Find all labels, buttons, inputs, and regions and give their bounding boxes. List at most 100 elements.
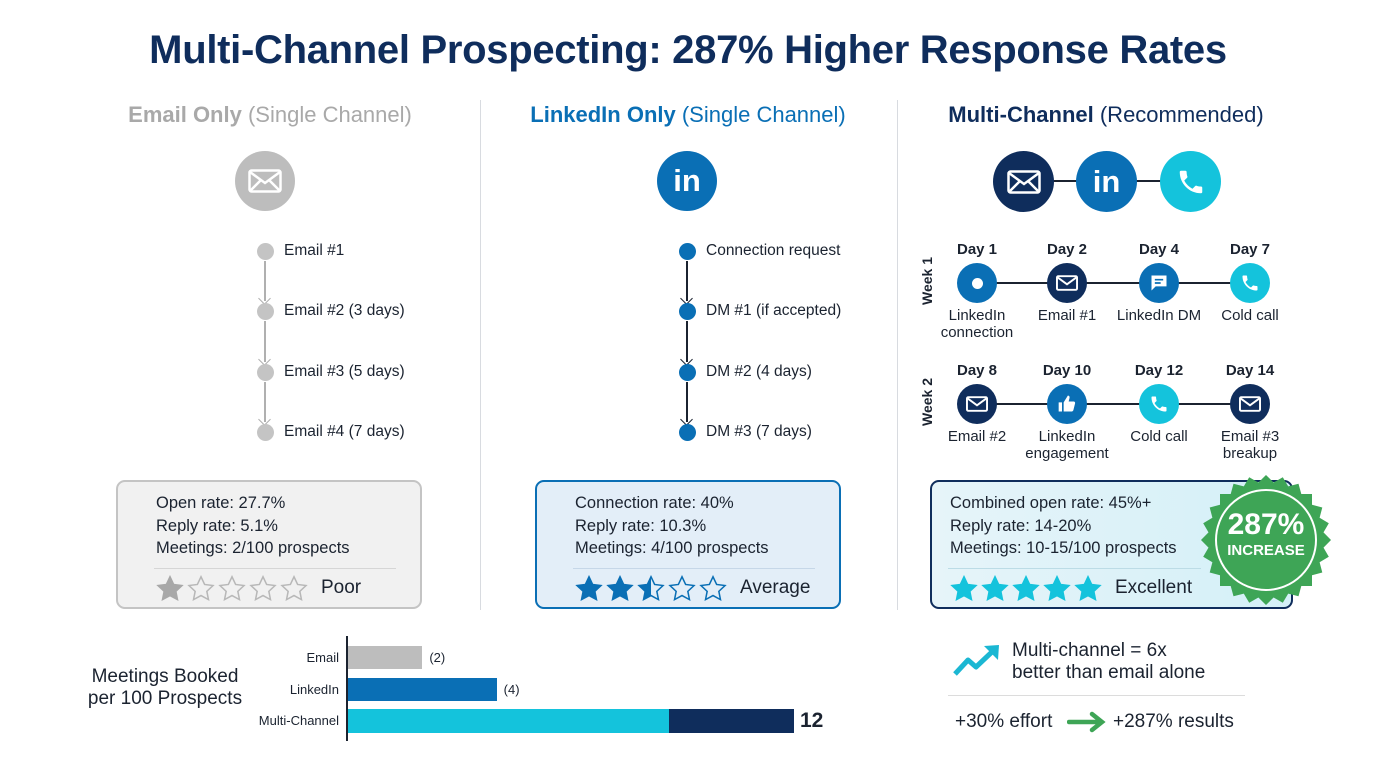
day-label: Day 10	[1042, 362, 1092, 379]
step-dot	[679, 302, 696, 320]
timeline-step-label: Cold call	[1221, 307, 1279, 324]
step-dot	[679, 363, 696, 381]
increase-badge: 287% INCREASE	[1200, 474, 1332, 606]
step-connector	[686, 261, 688, 301]
step-dot	[257, 302, 274, 320]
chart-title-line: Meetings Booked	[91, 666, 239, 687]
step-label: DM #3 (7 days)	[706, 423, 812, 440]
chart-title: Meetings Booked per 100 Prospects	[70, 666, 260, 710]
trend-up-icon	[952, 642, 1002, 683]
star-rating: Average	[575, 574, 839, 603]
star-filled-icon	[156, 574, 184, 601]
stat-line: Meetings: 4/100 prospects	[575, 539, 769, 557]
star-filled-icon	[1043, 574, 1071, 601]
bar	[348, 646, 423, 669]
sequence-step: Email #2 (3 days)	[257, 302, 405, 320]
stat-line: Reply rate: 14-20%	[950, 516, 1092, 535]
day-label: Day 14	[1225, 362, 1275, 379]
stat-line: Open rate: 27.7%	[156, 494, 286, 512]
page-title: Multi-Channel Prospecting: 287% Higher R…	[149, 28, 1227, 72]
timeline-step-label: Cold call	[1130, 428, 1188, 445]
star-filled-icon	[981, 574, 1009, 601]
timeline-step-label: LinkedIn connection	[940, 307, 1014, 341]
star-empty-icon	[699, 574, 727, 601]
star-rating: Excellent	[950, 574, 1291, 603]
phone-icon	[1230, 263, 1270, 303]
star-empty-icon	[218, 574, 246, 601]
dot-icon	[957, 263, 997, 303]
star-filled-icon	[1074, 574, 1102, 601]
linkedin-icon: in	[657, 151, 717, 211]
stat-line: Reply rate: 10.3%	[575, 516, 707, 535]
column-qualifier: (Recommended)	[1099, 102, 1264, 127]
timeline-step-label: LinkedIn DM	[1116, 307, 1202, 324]
star-filled-icon	[1012, 574, 1040, 601]
stat-line: Reply rate: 5.1%	[156, 516, 278, 535]
sequence-step: DM #2 (4 days)	[679, 363, 812, 381]
stat-line: Meetings: 2/100 prospects	[156, 539, 350, 557]
step-label: Email #3 (5 days)	[284, 363, 405, 380]
step-dot	[257, 363, 274, 381]
timeline-line	[977, 403, 1250, 405]
step-dot	[257, 242, 274, 260]
bar-value-label: (4)	[503, 682, 520, 697]
sequence-step: Email #3 (5 days)	[257, 363, 405, 381]
thumbs-up-icon	[1047, 384, 1087, 424]
linkedin-icon: in	[1076, 151, 1137, 212]
step-dot	[679, 242, 696, 260]
summary-text: Multi-channel = 6x better than email alo…	[1012, 640, 1205, 684]
star-half-icon	[637, 574, 665, 601]
linkedin-column-heading: LinkedIn Only (Single Channel)	[498, 102, 878, 128]
step-label: Email #4 (7 days)	[284, 423, 405, 440]
sequence-step: Connection request	[679, 242, 840, 260]
day-label: Day 1	[956, 241, 998, 258]
arrow-right-icon	[1066, 711, 1107, 738]
star-rating: Poor	[156, 574, 420, 603]
star-empty-icon	[187, 574, 215, 601]
multichannel-column-heading: Multi-Channel (Recommended)	[916, 102, 1296, 128]
sequence-step: Email #1	[257, 242, 344, 260]
seal-icon	[1201, 475, 1331, 605]
bar-category-label: LinkedIn	[289, 682, 339, 697]
chart-axis	[346, 636, 348, 741]
timeline-step-label: LinkedIn engagement	[1025, 428, 1109, 462]
bar	[348, 709, 794, 733]
step-connector	[264, 382, 266, 422]
day-label: Day 4	[1138, 241, 1180, 258]
week-label: Week 1	[919, 257, 935, 305]
chat-icon	[1139, 263, 1179, 303]
stat-line: Connection rate: 40%	[575, 494, 734, 512]
step-connector	[686, 382, 688, 422]
column-name: LinkedIn Only	[530, 102, 676, 127]
stat-line: Combined open rate: 45%+	[950, 494, 1152, 512]
summary-line: better than email alone	[1012, 662, 1206, 683]
bar	[348, 678, 497, 701]
day-label: Day 8	[956, 362, 998, 379]
column-divider	[480, 100, 481, 610]
badge-label: INCREASE	[1227, 542, 1305, 559]
star-filled-icon	[575, 574, 603, 601]
step-label: DM #1 (if accepted)	[706, 302, 842, 319]
envelope-icon	[1047, 263, 1087, 303]
step-label: Email #1	[284, 242, 345, 259]
phone-icon	[1160, 151, 1221, 212]
column-qualifier: (Single Channel)	[247, 102, 412, 127]
stat-line: Meetings: 10-15/100 prospects	[950, 539, 1177, 557]
star-empty-icon	[668, 574, 696, 601]
bar-value-label: 12	[800, 709, 824, 732]
step-dot	[679, 423, 696, 441]
effort-text: +30% effort	[955, 711, 1053, 732]
timeline-line	[977, 282, 1250, 284]
bar-value-label: (2)	[429, 650, 446, 665]
star-empty-icon	[249, 574, 277, 601]
step-label: Connection request	[706, 242, 841, 259]
envelope-icon	[957, 384, 997, 424]
sequence-step: Email #4 (7 days)	[257, 423, 405, 441]
day-label: Day 7	[1229, 241, 1271, 258]
column-qualifier: (Single Channel)	[681, 102, 846, 127]
phone-icon	[1139, 384, 1179, 424]
rating-label: Poor	[321, 577, 362, 599]
step-connector	[686, 321, 688, 362]
chart-title-line: per 100 Prospects	[87, 688, 243, 709]
column-name: Email Only	[128, 102, 242, 127]
